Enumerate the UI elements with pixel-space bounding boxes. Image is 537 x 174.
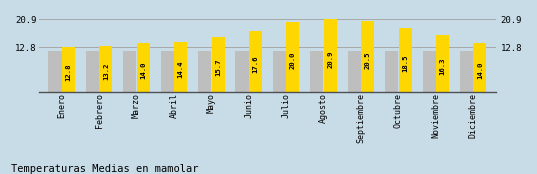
Bar: [249, 31, 262, 92]
Bar: [48, 51, 62, 92]
Bar: [361, 21, 374, 92]
Bar: [62, 48, 75, 92]
Bar: [174, 42, 187, 92]
Text: 20.9: 20.9: [328, 50, 333, 68]
Text: 14.4: 14.4: [178, 61, 184, 78]
Bar: [385, 51, 398, 92]
Bar: [86, 51, 99, 92]
Text: 12.8: 12.8: [66, 63, 71, 81]
Text: 17.6: 17.6: [252, 56, 258, 73]
Bar: [324, 19, 337, 92]
Text: 18.5: 18.5: [402, 54, 408, 72]
Bar: [286, 22, 300, 92]
Bar: [99, 46, 112, 92]
Text: 14.0: 14.0: [140, 61, 146, 79]
Text: Temperaturas Medias en mamolar: Temperaturas Medias en mamolar: [11, 164, 198, 174]
Bar: [436, 35, 449, 92]
Text: 20.5: 20.5: [365, 51, 371, 69]
Text: 15.7: 15.7: [215, 59, 221, 76]
Bar: [310, 51, 323, 92]
Bar: [236, 51, 249, 92]
Bar: [212, 37, 224, 92]
Bar: [161, 51, 174, 92]
Bar: [273, 51, 286, 92]
Bar: [474, 43, 487, 92]
Bar: [398, 28, 412, 92]
Bar: [198, 51, 211, 92]
Bar: [460, 51, 473, 92]
Bar: [347, 51, 361, 92]
Bar: [124, 51, 136, 92]
Bar: [423, 51, 436, 92]
Text: 14.0: 14.0: [477, 61, 483, 79]
Text: 13.2: 13.2: [103, 63, 109, 80]
Text: 20.0: 20.0: [290, 52, 296, 69]
Text: 16.3: 16.3: [439, 58, 446, 75]
Bar: [137, 43, 150, 92]
